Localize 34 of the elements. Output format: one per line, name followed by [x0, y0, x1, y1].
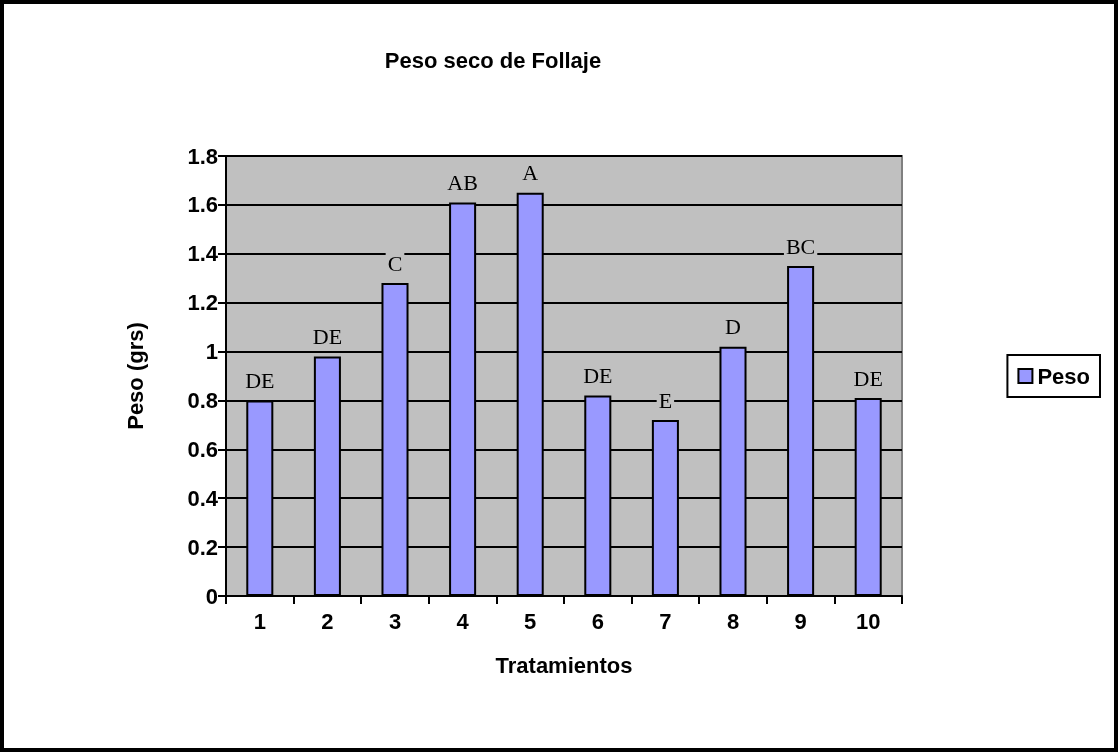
y-tick-label: 0.8 [187, 387, 218, 413]
x-tick-label: 4 [456, 608, 470, 634]
y-tick-label: 1.4 [187, 241, 219, 267]
data-label: BC [785, 233, 816, 259]
data-label: AB [447, 169, 478, 195]
x-tick-label: 3 [388, 608, 402, 634]
y-tick-label: 1.6 [187, 192, 218, 218]
y-tick-label: 0.2 [187, 534, 218, 560]
x-tick-label: 9 [794, 608, 807, 634]
x-tick-label: 8 [726, 608, 740, 634]
data-label: DE [583, 363, 613, 389]
x-tick-label: 5 [524, 608, 537, 634]
y-tick-label: 1 [205, 339, 218, 365]
x-tick-label: 2 [321, 608, 334, 634]
x-axis-title: Tratamientos [495, 652, 633, 678]
data-label: E [658, 387, 673, 413]
data-label: DE [245, 367, 275, 393]
data-label: D [725, 314, 741, 340]
data-label: A [522, 160, 539, 186]
x-tick-label: 6 [591, 608, 604, 634]
y-tick-label: 0.4 [187, 485, 219, 511]
y-tick-label: 0.6 [187, 436, 218, 462]
y-tick-label: 1.8 [187, 143, 218, 169]
legend-label: Peso [1037, 363, 1091, 389]
data-label: C [387, 250, 403, 276]
chart-title: Peso seco de Follaje [384, 47, 602, 73]
y-tick-label: 1.2 [187, 290, 218, 316]
x-tick-label: 7 [659, 608, 672, 634]
data-label: DE [312, 323, 343, 349]
y-tick-label: 0 [205, 583, 218, 609]
y-axis-title: Peso (grs) [122, 322, 148, 430]
x-tick-label: 10 [855, 608, 881, 634]
x-tick-label: 1 [253, 608, 266, 634]
data-label: DE [853, 365, 883, 391]
